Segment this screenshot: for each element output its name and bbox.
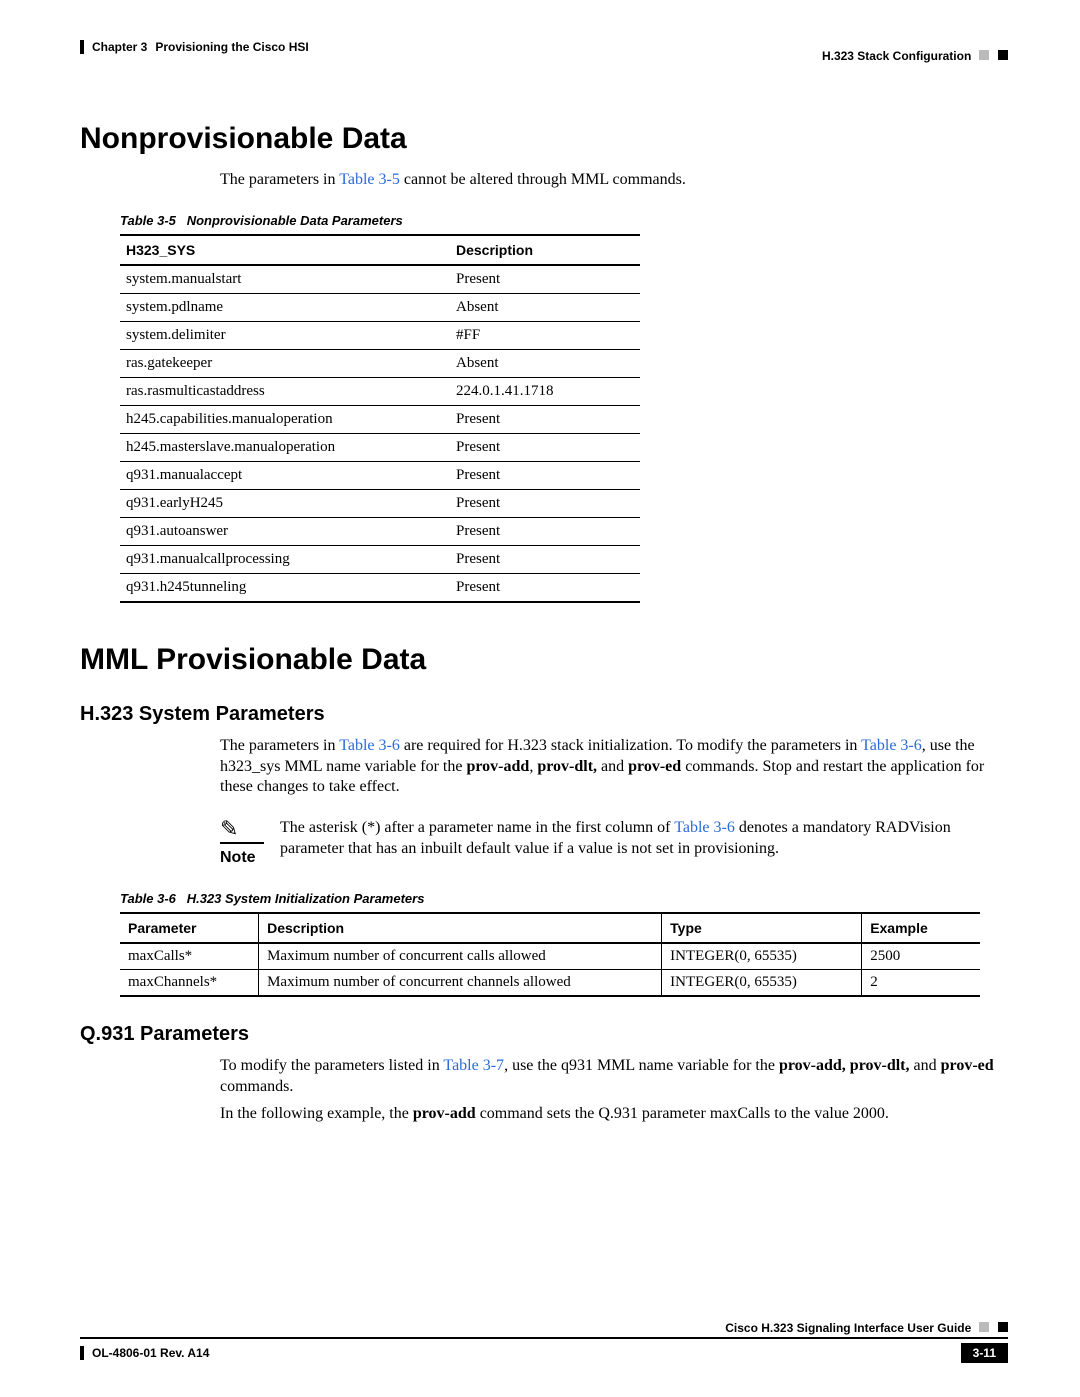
table-cell: Present (450, 461, 640, 489)
table-cell: q931.manualcallprocessing (120, 545, 450, 573)
table-cell: q931.autoanswer (120, 517, 450, 545)
link-table-3-6[interactable]: Table 3-6 (339, 737, 400, 754)
table-header: Description (450, 235, 640, 265)
table-cell: Present (450, 545, 640, 573)
h1-nonprovisionable: Nonprovisionable Data (80, 122, 1008, 156)
table-3-5: H323_SYS Description system.manualstartP… (120, 234, 640, 603)
note-label: Note (220, 842, 264, 869)
table-cell: q931.manualaccept (120, 461, 450, 489)
h1-mml: MML Provisionable Data (80, 643, 1008, 677)
table-header: H323_SYS (120, 235, 450, 265)
note-block: ✎ Note The asterisk (*) after a paramete… (220, 818, 1008, 869)
chapter-title: Provisioning the Cisco HSI (155, 41, 308, 53)
table-row: system.pdlnameAbsent (120, 293, 640, 321)
note-icon: ✎ (220, 818, 238, 840)
table-row: q931.earlyH245Present (120, 489, 640, 517)
table-cell: INTEGER(0, 65535) (662, 943, 862, 970)
table-cell: q931.h245tunneling (120, 573, 450, 602)
table-3-5-caption: Table 3-5 Nonprovisionable Data Paramete… (120, 213, 1008, 228)
table-cell: system.manualstart (120, 265, 450, 294)
table-row: h245.capabilities.manualoperationPresent (120, 405, 640, 433)
q931-p2: In the following example, the prov-add c… (220, 1104, 1008, 1125)
table-row: ras.gatekeeperAbsent (120, 349, 640, 377)
h323-intro: The parameters in Table 3-6 are required… (220, 736, 1008, 798)
table-cell: h245.masterslave.manualoperation (120, 433, 450, 461)
q931-p1: To modify the parameters listed in Table… (220, 1056, 1008, 1098)
page-header: Chapter 3 Provisioning the Cisco HSI H.3… (80, 32, 1008, 62)
table-3-6-caption: Table 3-6 H.323 System Initialization Pa… (120, 891, 1008, 906)
table-cell: q931.earlyH245 (120, 489, 450, 517)
decor-square-icon (998, 50, 1008, 60)
table-header: Description (259, 913, 662, 943)
decor-square-icon (979, 50, 989, 60)
table-row: maxCalls*Maximum number of concurrent ca… (120, 943, 980, 970)
table-cell: Absent (450, 293, 640, 321)
table-cell: Present (450, 433, 640, 461)
table-row: q931.h245tunnelingPresent (120, 573, 640, 602)
table-row: q931.manualcallprocessingPresent (120, 545, 640, 573)
table-cell: #FF (450, 321, 640, 349)
decor-square-icon (979, 1322, 989, 1332)
table-cell: system.pdlname (120, 293, 450, 321)
intro-paragraph: The parameters in Table 3-5 cannot be al… (220, 170, 1008, 191)
table-cell: ras.rasmulticastaddress (120, 377, 450, 405)
h2-q931: Q.931 Parameters (80, 1023, 1008, 1046)
table-row: q931.autoanswerPresent (120, 517, 640, 545)
table-cell: h245.capabilities.manualoperation (120, 405, 450, 433)
table-cell: 2500 (862, 943, 980, 970)
footer-rev: OL-4806-01 Rev. A14 (92, 1346, 209, 1360)
table-cell: INTEGER(0, 65535) (662, 969, 862, 996)
table-cell: 224.0.1.41.1718 (450, 377, 640, 405)
table-header: Example (862, 913, 980, 943)
table-3-6: Parameter Description Type Example maxCa… (120, 912, 980, 997)
note-text: The asterisk (*) after a parameter name … (280, 818, 1008, 869)
decor-square-icon (998, 1322, 1008, 1332)
table-row: maxChannels*Maximum number of concurrent… (120, 969, 980, 996)
table-cell: ras.gatekeeper (120, 349, 450, 377)
link-table-3-5[interactable]: Table 3-5 (339, 171, 400, 188)
table-cell: Maximum number of concurrent channels al… (259, 969, 662, 996)
page-footer: Cisco H.323 Signaling Interface User Gui… (80, 1321, 1008, 1363)
chapter-number: Chapter 3 (92, 41, 147, 53)
table-cell: system.delimiter (120, 321, 450, 349)
table-cell: maxChannels* (120, 969, 259, 996)
h2-h323-params: H.323 System Parameters (80, 703, 1008, 726)
table-cell: Absent (450, 349, 640, 377)
table-row: h245.masterslave.manualoperationPresent (120, 433, 640, 461)
section-path: H.323 Stack Configuration (822, 49, 971, 63)
table-cell: 2 (862, 969, 980, 996)
page-number: 3-11 (961, 1343, 1008, 1363)
table-cell: Present (450, 265, 640, 294)
table-cell: Maximum number of concurrent calls allow… (259, 943, 662, 970)
table-row: system.manualstartPresent (120, 265, 640, 294)
table-row: ras.rasmulticastaddress224.0.1.41.1718 (120, 377, 640, 405)
table-cell: Present (450, 405, 640, 433)
table-row: q931.manualacceptPresent (120, 461, 640, 489)
link-table-3-7[interactable]: Table 3-7 (443, 1057, 504, 1074)
link-table-3-6[interactable]: Table 3-6 (861, 737, 922, 754)
table-header: Parameter (120, 913, 259, 943)
table-cell: Present (450, 573, 640, 602)
table-header: Type (662, 913, 862, 943)
table-cell: Present (450, 489, 640, 517)
footer-guide: Cisco H.323 Signaling Interface User Gui… (725, 1321, 971, 1335)
link-table-3-6[interactable]: Table 3-6 (674, 819, 735, 836)
table-cell: Present (450, 517, 640, 545)
table-cell: maxCalls* (120, 943, 259, 970)
table-row: system.delimiter#FF (120, 321, 640, 349)
